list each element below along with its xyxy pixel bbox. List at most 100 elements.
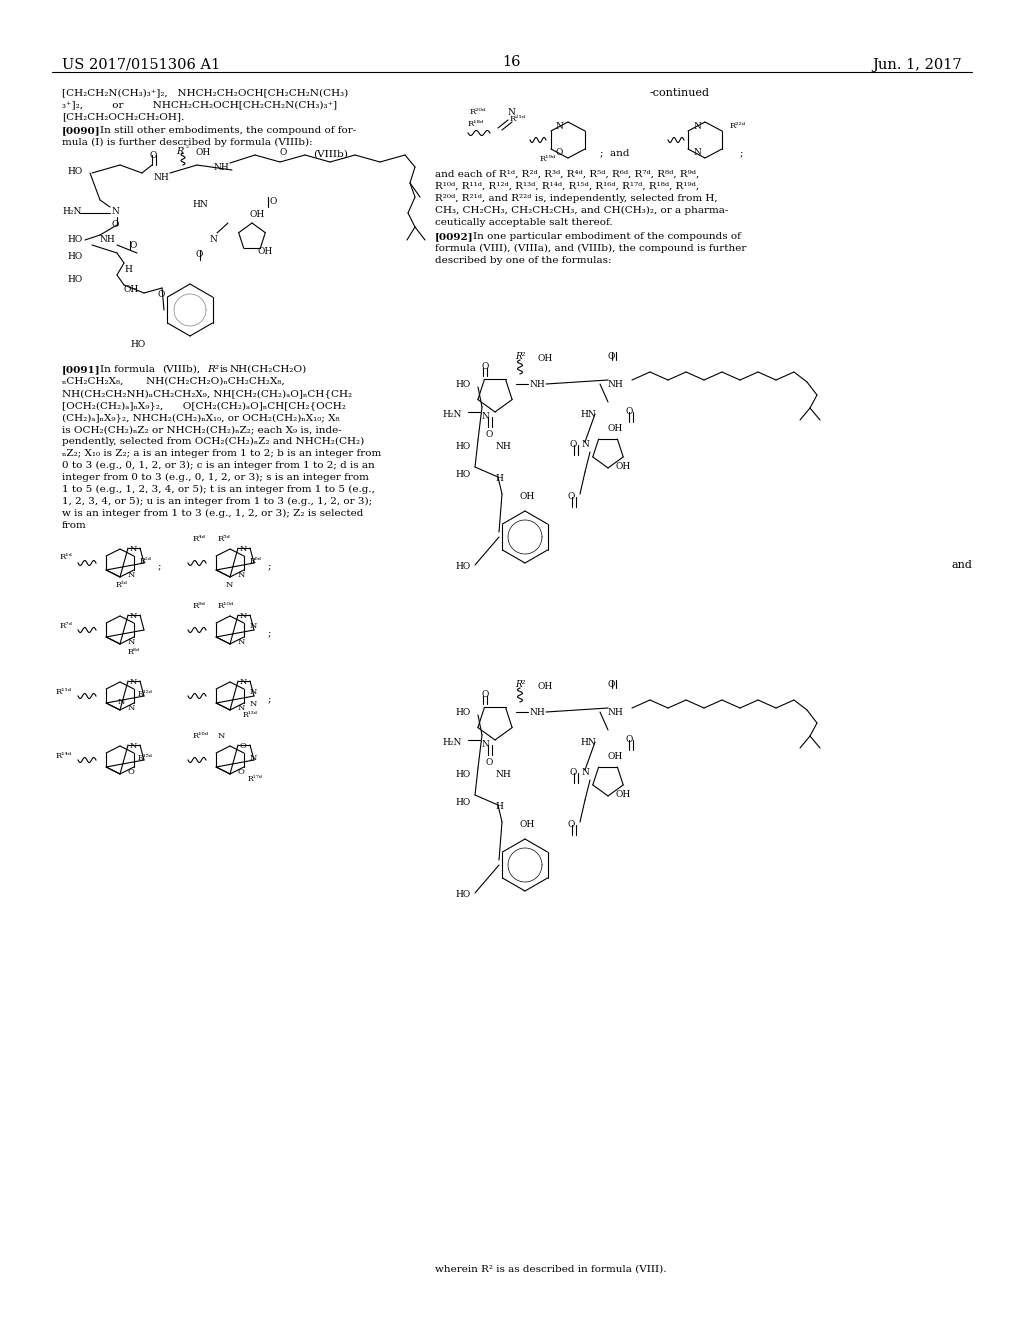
- Text: N: N: [218, 733, 225, 741]
- Text: [CH₂CH₂OCH₂CH₂OH].: [CH₂CH₂OCH₂CH₂OH].: [62, 112, 184, 121]
- Text: R⁵ᵈ: R⁵ᵈ: [218, 535, 230, 543]
- Text: OH: OH: [258, 247, 273, 256]
- Text: N: N: [693, 121, 700, 131]
- Text: NH: NH: [154, 173, 170, 182]
- Text: and each of R¹ᵈ, R²ᵈ, R³ᵈ, R⁴ᵈ, R⁵ᵈ, R⁶ᵈ, R⁷ᵈ, R⁸ᵈ, R⁹ᵈ,: and each of R¹ᵈ, R²ᵈ, R³ᵈ, R⁴ᵈ, R⁵ᵈ, R⁶ᵈ…: [435, 170, 699, 180]
- Text: N: N: [130, 612, 137, 620]
- Text: [0092]: [0092]: [435, 232, 474, 242]
- Text: N: N: [582, 768, 590, 777]
- Text: N: N: [238, 638, 246, 645]
- Text: HO: HO: [455, 799, 470, 807]
- Text: O: O: [570, 440, 578, 449]
- Text: ;: ;: [268, 628, 271, 638]
- Text: [OCH₂(CH₂)ₐ]ₙX₉}₂,      O[CH₂(CH₂)ₐO]ₙCH[CH₂{OCH₂: [OCH₂(CH₂)ₐ]ₙX₉}₂, O[CH₂(CH₂)ₐO]ₙCH[CH₂{…: [62, 401, 346, 411]
- Text: R¹⁷ᵈ: R¹⁷ᵈ: [248, 775, 263, 783]
- Text: O: O: [280, 148, 288, 157]
- Text: OH: OH: [196, 148, 211, 157]
- Text: NH: NH: [530, 380, 546, 389]
- Text: ₙCH₂CH₂X₈,       NH(CH₂CH₂O)ₙCH₂CH₂X₈,: ₙCH₂CH₂X₈, NH(CH₂CH₂O)ₙCH₂CH₂X₈,: [62, 378, 285, 385]
- Text: NH(CH₂CH₂O): NH(CH₂CH₂O): [230, 366, 307, 374]
- Text: (VIIIb),: (VIIIb),: [162, 366, 200, 374]
- Text: R: R: [176, 147, 183, 156]
- Text: H₂N: H₂N: [442, 411, 462, 418]
- Text: R⁸ᵈ: R⁸ᵈ: [128, 648, 140, 656]
- Text: N: N: [130, 742, 137, 750]
- Text: O: O: [481, 362, 488, 371]
- Text: O: O: [150, 150, 158, 160]
- Text: O: O: [238, 768, 245, 776]
- Text: HN: HN: [193, 201, 208, 209]
- Text: wherein R² is as described in formula (VIII).: wherein R² is as described in formula (V…: [435, 1265, 667, 1274]
- Text: O: O: [130, 242, 137, 249]
- Text: O: O: [270, 197, 278, 206]
- Text: R²¹ᵈ: R²¹ᵈ: [510, 115, 526, 123]
- Text: H₂N: H₂N: [442, 738, 462, 747]
- Text: O: O: [481, 690, 488, 700]
- Text: (CH₂)ₐ]ₙX₉}₂, NHCH₂(CH₂)ₙX₁₀, or OCH₂(CH₂)ₙX₁₀; X₈: (CH₂)ₐ]ₙX₉}₂, NHCH₂(CH₂)ₙX₁₀, or OCH₂(CH…: [62, 413, 340, 422]
- Text: ;: ;: [268, 561, 271, 570]
- Text: HO: HO: [455, 380, 470, 389]
- Text: R¹⁶ᵈ: R¹⁶ᵈ: [193, 733, 209, 741]
- Text: OH: OH: [616, 462, 631, 471]
- Text: N: N: [130, 545, 137, 553]
- Text: R²⁰ᵈ: R²⁰ᵈ: [470, 108, 486, 116]
- Text: O: O: [625, 735, 633, 744]
- Text: ₃⁺]₂,         or         NHCH₂CH₂OCH[CH₂CH₂N(CH₃)₃⁺]: ₃⁺]₂, or NHCH₂CH₂OCH[CH₂CH₂N(CH₃)₃⁺]: [62, 100, 337, 110]
- Text: described by one of the formulas:: described by one of the formulas:: [435, 256, 611, 265]
- Text: NH: NH: [608, 708, 624, 717]
- Text: O: O: [608, 352, 615, 360]
- Text: R⁶ᵈ: R⁶ᵈ: [250, 557, 262, 565]
- Text: R¹⁰ᵈ: R¹⁰ᵈ: [218, 602, 234, 610]
- Text: N: N: [250, 700, 257, 708]
- Text: O: O: [625, 407, 633, 416]
- Text: R²⁰ᵈ, R²¹ᵈ, and R²²ᵈ is, independently, selected from H,: R²⁰ᵈ, R²¹ᵈ, and R²²ᵈ is, independently, …: [435, 194, 718, 203]
- Text: CH₃, CH₂CH₃, CH₂CH₂CH₃, and CH(CH₃)₂, or a pharma-: CH₃, CH₂CH₃, CH₂CH₂CH₃, and CH(CH₃)₂, or…: [435, 206, 728, 215]
- Text: N: N: [250, 622, 257, 630]
- Text: ;: ;: [740, 148, 743, 157]
- Text: N: N: [112, 207, 120, 216]
- Text: R¹⁴ᵈ: R¹⁴ᵈ: [56, 752, 73, 760]
- Text: O: O: [195, 249, 203, 259]
- Text: R²: R²: [515, 680, 525, 689]
- Text: ₙZ₂; X₁₀ is Z₂; a is an integer from 1 to 2; b is an integer from: ₙZ₂; X₁₀ is Z₂; a is an integer from 1 t…: [62, 449, 381, 458]
- Text: R¹ᵈ: R¹ᵈ: [60, 553, 73, 561]
- Text: NH: NH: [608, 380, 624, 389]
- Text: HO: HO: [455, 770, 470, 779]
- Text: HO: HO: [455, 470, 470, 479]
- Text: N: N: [128, 638, 135, 645]
- Text: 1, 2, 3, 4, or 5); u is an integer from 1 to 3 (e.g., 1, 2, or 3);: 1, 2, 3, 4, or 5); u is an integer from …: [62, 498, 372, 506]
- Text: N: N: [240, 545, 248, 553]
- Text: H: H: [495, 474, 503, 483]
- Text: OH: OH: [538, 354, 553, 363]
- Text: O: O: [157, 290, 165, 300]
- Text: NH: NH: [495, 770, 511, 779]
- Text: N: N: [238, 704, 246, 711]
- Text: R²ᵈ: R²ᵈ: [140, 557, 152, 565]
- Text: HN: HN: [580, 411, 596, 418]
- Text: NH: NH: [495, 442, 511, 451]
- Text: O: O: [112, 220, 120, 228]
- Text: R¹¹ᵈ: R¹¹ᵈ: [56, 688, 72, 696]
- Text: OH: OH: [250, 210, 265, 219]
- Text: O: O: [128, 768, 135, 776]
- Text: OH: OH: [616, 789, 631, 799]
- Text: Jun. 1, 2017: Jun. 1, 2017: [872, 58, 962, 73]
- Text: HO: HO: [455, 890, 470, 899]
- Text: is OCH₂(CH₂)ₙZ₂ or NHCH₂(CH₂)ₙZ₂; each X₉ is, inde-: is OCH₂(CH₂)ₙZ₂ or NHCH₂(CH₂)ₙZ₂; each X…: [62, 425, 342, 434]
- Text: is: is: [220, 366, 228, 374]
- Text: N: N: [508, 108, 516, 117]
- Text: N: N: [118, 698, 125, 706]
- Text: In one particular embodiment of the compounds of: In one particular embodiment of the comp…: [473, 232, 741, 242]
- Text: HO: HO: [130, 341, 145, 348]
- Text: R²: R²: [207, 366, 219, 374]
- Text: HO: HO: [67, 168, 82, 176]
- Text: HO: HO: [67, 275, 82, 284]
- Text: R⁷ᵈ: R⁷ᵈ: [60, 622, 73, 630]
- Text: R³ᵈ: R³ᵈ: [116, 581, 128, 589]
- Text: pendently, selected from OCH₂(CH₂)ₙZ₂ and NHCH₂(CH₂): pendently, selected from OCH₂(CH₂)ₙZ₂ an…: [62, 437, 365, 446]
- Text: O: O: [486, 430, 494, 440]
- Text: OH: OH: [124, 285, 139, 294]
- Text: O: O: [568, 492, 575, 502]
- Text: HO: HO: [67, 252, 82, 261]
- Text: R¹⁹ᵈ: R¹⁹ᵈ: [540, 154, 556, 162]
